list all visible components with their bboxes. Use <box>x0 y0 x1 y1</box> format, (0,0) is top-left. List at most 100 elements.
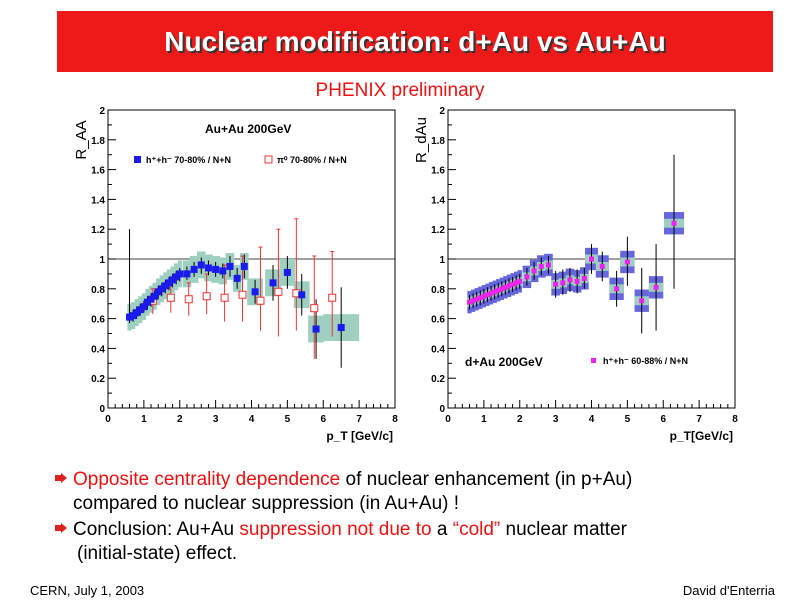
x-tick-label: 2 <box>177 414 183 425</box>
bullet-item-2: Conclusion: Au+Au suppression not due to… <box>55 518 775 566</box>
y-tick-label: 0 <box>99 404 105 415</box>
pi0-point <box>202 292 211 301</box>
x-tick-label: 4 <box>249 414 255 425</box>
hadron-point <box>158 285 166 293</box>
x-tick-label: 6 <box>320 414 326 425</box>
x-tick-label: 3 <box>213 414 219 425</box>
y-tick-label: 1 <box>439 255 445 266</box>
y-tick-label: 0.6 <box>91 315 105 326</box>
dau-point <box>614 286 620 292</box>
dau-point <box>639 298 645 304</box>
bullet-2-highlight-a: suppression not due to <box>239 519 432 540</box>
x-tick-label: 5 <box>625 414 631 425</box>
bullet-2-line2: (initial-state) effect. <box>77 543 238 564</box>
y-axis-title: R_dAu <box>413 117 430 163</box>
dau-point <box>560 280 566 286</box>
pi0-point <box>166 293 175 302</box>
y-tick-label: 0.8 <box>91 285 105 296</box>
hadron-point <box>126 313 134 321</box>
pi0-point <box>238 290 247 299</box>
x-tick-label: 1 <box>141 414 147 425</box>
pi0-point <box>220 293 229 302</box>
x-axis-title: p_T[GeV/c] <box>670 429 733 443</box>
hadron-point <box>298 291 306 299</box>
x-tick-label: 7 <box>356 414 362 425</box>
pi0-point <box>328 293 337 302</box>
hadron-point <box>133 309 141 317</box>
y-tick-label: 0.2 <box>431 374 445 385</box>
dau-point <box>488 290 494 296</box>
plot-title: Au+Au 200GeV <box>205 122 291 136</box>
hadron-point <box>226 262 234 270</box>
dau-point <box>481 293 487 299</box>
dau-point <box>624 259 630 265</box>
hadron-point <box>172 273 180 281</box>
hadron-point <box>176 270 184 278</box>
dau-point <box>581 275 587 281</box>
y-tick-label: 1.4 <box>91 195 105 206</box>
dau-point <box>477 295 483 301</box>
legend-marker <box>264 155 273 164</box>
hadron-point <box>151 292 159 300</box>
legend-label: π⁰ 70-80% / N+N <box>277 155 347 165</box>
pi0-point <box>274 287 283 296</box>
dau-point <box>470 298 476 304</box>
x-tick-label: 8 <box>392 414 398 425</box>
y-tick-label: 1.6 <box>91 166 105 177</box>
bullet-2-text-a: Conclusion: Au+Au <box>73 519 240 540</box>
x-tick-label: 0 <box>445 414 451 425</box>
dau-point <box>506 283 512 289</box>
hadron-point <box>233 274 241 282</box>
dau-point <box>510 281 516 287</box>
dau-point <box>589 256 594 262</box>
dau-point <box>671 220 677 226</box>
y-axis-title: R_AA <box>73 120 90 159</box>
bullet-1-text: of nuclear enhancement (in p+Au) <box>340 469 633 490</box>
x-tick-label: 1 <box>481 414 487 425</box>
legend-marker <box>591 358 596 363</box>
hadron-point <box>269 279 277 287</box>
y-tick-label: 1.6 <box>431 166 445 177</box>
dau-point <box>531 268 537 274</box>
bullet-2-text-b: a <box>431 519 453 540</box>
dau-point <box>495 287 501 293</box>
pi0-point <box>310 304 319 313</box>
dau-point <box>499 286 505 292</box>
y-tick-label: 0.6 <box>431 315 445 326</box>
x-tick-label: 4 <box>589 414 595 425</box>
dau-point <box>574 278 580 284</box>
dau-point <box>467 299 473 305</box>
y-tick-label: 1.4 <box>431 195 445 206</box>
y-tick-label: 1.2 <box>431 225 445 236</box>
chart-right-rdau: 0 0.2 0.4 0.6 0.8 1 1.2 1.4 1.6 1.8 2 0 1 2 3 4 5 6 7 8 R_dA… <box>413 106 738 443</box>
dau-point <box>599 263 605 269</box>
hadron-point <box>212 265 220 273</box>
y-tick-label: 1.8 <box>91 136 105 147</box>
hadron-point <box>197 261 205 269</box>
bullet-list: Opposite centrality dependence of nuclea… <box>55 468 775 568</box>
dau-point <box>567 277 573 283</box>
bullet-1-highlight: Opposite centrality dependence <box>73 469 341 490</box>
hadron-point <box>204 264 212 272</box>
title-banner: Nuclear modification: d+Au vs Au+Au <box>57 11 773 72</box>
dau-point <box>553 281 559 287</box>
x-tick-label: 8 <box>732 414 738 425</box>
hadron-point <box>337 324 345 332</box>
x-tick-label: 6 <box>660 414 666 425</box>
y-tick-label: 0.4 <box>91 344 105 355</box>
hadron-point <box>240 262 248 270</box>
hadron-point <box>154 288 162 296</box>
footer-date: CERN, July 1, 2003 <box>30 583 145 598</box>
dau-point <box>653 284 659 290</box>
y-tick-label: 2 <box>439 106 445 117</box>
hadron-point <box>140 303 148 311</box>
hadron-point <box>129 312 137 320</box>
bullet-arrow-icon <box>55 523 67 533</box>
legend-marker <box>134 156 141 163</box>
hadron-point <box>143 298 151 306</box>
hadron-point <box>183 270 191 278</box>
y-tick-label: 1.8 <box>431 136 445 147</box>
hadron-point <box>165 279 173 287</box>
x-tick-label: 7 <box>696 414 702 425</box>
dau-point <box>502 284 508 290</box>
